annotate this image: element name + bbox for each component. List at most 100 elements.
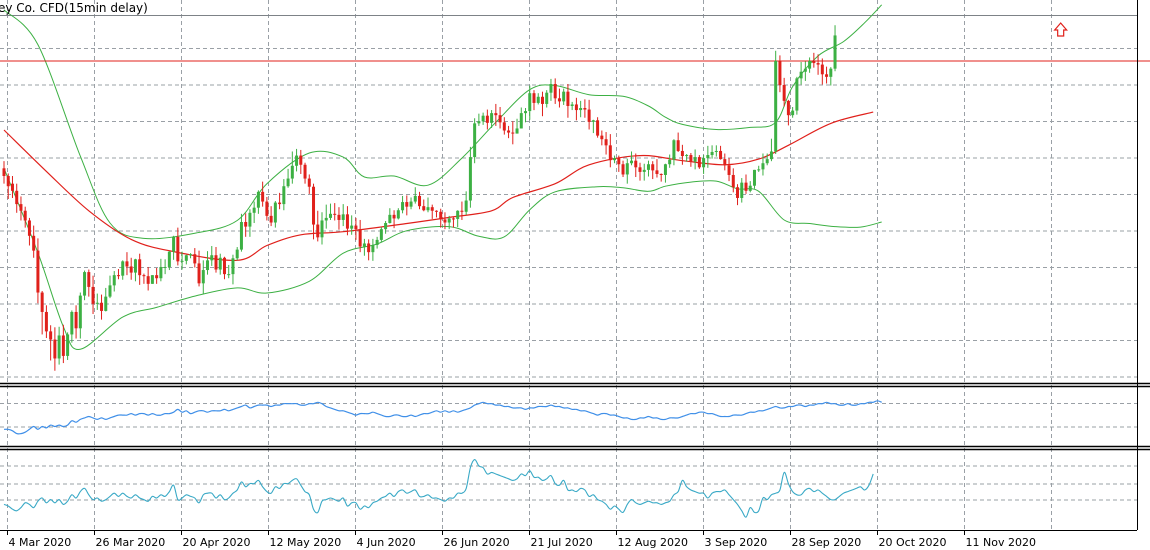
candle-body [451,218,455,220]
candle [697,155,701,169]
candle-body [312,186,316,225]
candle [825,66,829,84]
candle [468,146,472,208]
candle [316,210,320,242]
candle-body [295,155,299,166]
candle [757,165,761,172]
candle [286,168,290,188]
candle [222,256,226,280]
candle [820,58,824,85]
candle [116,269,120,280]
candle-body [536,96,540,103]
candle-body [40,292,44,312]
candle [418,191,422,210]
candle-body [413,195,417,202]
candle-body [83,272,87,296]
candle [333,203,337,221]
candle [66,332,70,360]
candle-body [507,130,511,133]
candle-body [651,164,655,171]
candle-body [235,249,239,259]
candle [702,155,706,174]
candle-body [350,225,354,229]
candle-body [108,285,112,297]
candle-body [545,92,549,104]
candle-body [604,139,608,146]
candle-body [596,120,600,136]
candle-body [574,104,578,111]
candle-body [422,206,426,211]
candle-body [515,128,519,134]
candle-body [125,261,129,267]
candle [125,252,129,276]
candle-body [133,259,137,273]
candle [32,225,36,258]
candle [502,117,506,135]
candle [155,268,159,284]
candle-body [189,254,193,256]
candle [358,219,362,253]
candle [816,54,820,75]
candle-body [392,214,396,219]
candle-body [396,210,400,219]
candle [197,250,201,287]
candle-body [456,210,460,219]
candle [201,260,205,295]
candle-body [736,187,740,198]
candle-body [447,218,451,223]
candle [40,291,44,335]
candle [337,207,341,230]
candle-body [816,63,820,65]
candle [218,253,222,275]
candle [290,151,294,184]
candle [655,159,659,178]
candle [473,118,477,164]
candle-body [680,150,684,157]
candle [239,213,243,252]
candle [307,174,311,194]
candle [422,199,426,212]
candle-body [591,120,595,122]
candle-body [418,195,422,207]
candle [159,258,163,282]
candle-body [320,220,324,238]
candle-body [375,239,379,245]
candle [613,155,617,164]
candle-body [269,215,273,223]
candle-body [112,275,116,286]
candle [752,169,756,189]
candle [447,215,451,230]
candle-body [511,132,515,134]
x-tick-label: 12 May 2020 [270,536,342,549]
candle [91,275,95,314]
candle-body [693,157,697,162]
candle [320,212,324,245]
candle-body [549,84,553,93]
candle-body [540,96,544,104]
candle [36,238,40,304]
candle [375,236,379,249]
candle-body [676,140,680,151]
candle-body [748,185,752,191]
candle-body [100,302,104,311]
candle-body [761,163,765,170]
up-arrow-icon [1053,22,1068,37]
candle [384,220,388,234]
candle [150,275,154,284]
candle-body [625,163,629,175]
candle-body [70,311,74,335]
candle-body [116,275,120,277]
signal-arrow [1053,22,1068,37]
candle-body [566,91,570,106]
candle [252,201,256,224]
candle [485,109,489,130]
candle-body [252,207,256,213]
candle-body [371,245,375,253]
candle [621,160,625,178]
x-tick-label: 21 Jul 2020 [531,536,593,549]
candle-body [74,311,78,329]
candle-body [129,266,133,273]
candle [49,325,53,361]
candle [303,162,307,184]
candle-body [659,173,663,175]
